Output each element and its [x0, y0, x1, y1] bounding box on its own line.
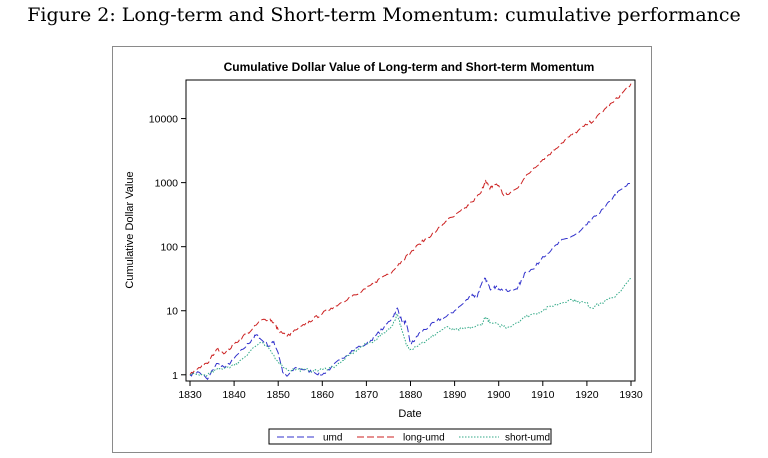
chart-frame: Cumulative Dollar Value of Long-term and…: [112, 46, 652, 453]
y-tick-label: 100: [160, 242, 178, 254]
x-tick-label: 1930: [619, 389, 643, 401]
x-axis-label: Date: [398, 408, 421, 420]
x-tick-label: 1870: [355, 389, 379, 401]
y-tick-label: 1000: [155, 178, 179, 190]
y-tick-label: 1: [172, 370, 178, 382]
x-tick-label: 1850: [267, 389, 291, 401]
legend-box: [268, 428, 552, 445]
x-tick-label: 1920: [575, 389, 599, 401]
series-line-umd: [189, 182, 632, 381]
x-tick-label: 1830: [178, 389, 202, 401]
series-line-short-umd: [189, 277, 632, 377]
chart-svg: Cumulative Dollar Value of Long-term and…: [124, 60, 643, 445]
series-layer: [189, 83, 632, 381]
x-tick-label: 1840: [222, 389, 246, 401]
x-tick-label: 1890: [443, 389, 467, 401]
figure-caption: Figure 2: Long-term and Short-term Momen…: [27, 4, 741, 26]
legend-label-short-umd: short-umd: [505, 433, 550, 444]
chart-title: Cumulative Dollar Value of Long-term and…: [224, 60, 595, 74]
legend: umd long-umd short-umd: [268, 428, 552, 445]
legend-label-umd: umd: [323, 433, 342, 444]
y-tick-label: 10: [166, 306, 178, 318]
legend-label-long-umd: long-umd: [403, 433, 445, 444]
y-axis-label: Cumulative Dollar Value: [124, 171, 136, 288]
y-axis: 1 10 100 1000 10000: [149, 114, 186, 382]
x-tick-label: 1910: [531, 389, 555, 401]
x-axis: 1830 1840 1850 1860 1870 1880 1890 1900 1910 1920…: [178, 381, 643, 401]
x-tick-label: 1880: [399, 389, 423, 401]
plot-area: [185, 79, 636, 382]
x-tick-label: 1860: [311, 389, 335, 401]
y-tick-label: 10000: [149, 114, 178, 126]
series-line-long-umd: [189, 83, 632, 376]
x-tick-label: 1900: [487, 389, 511, 401]
